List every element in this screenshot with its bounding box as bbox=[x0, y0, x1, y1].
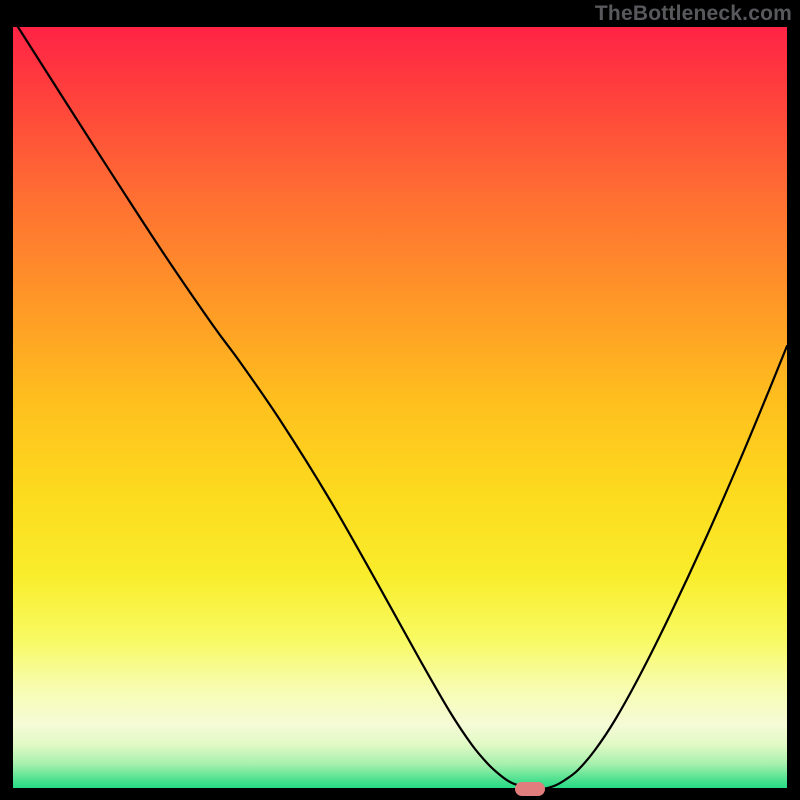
bottleneck-chart: TheBottleneck.com bbox=[0, 0, 800, 800]
watermark-label: TheBottleneck.com bbox=[595, 2, 792, 26]
minimum-marker bbox=[515, 782, 545, 796]
gradient-background bbox=[0, 0, 800, 800]
